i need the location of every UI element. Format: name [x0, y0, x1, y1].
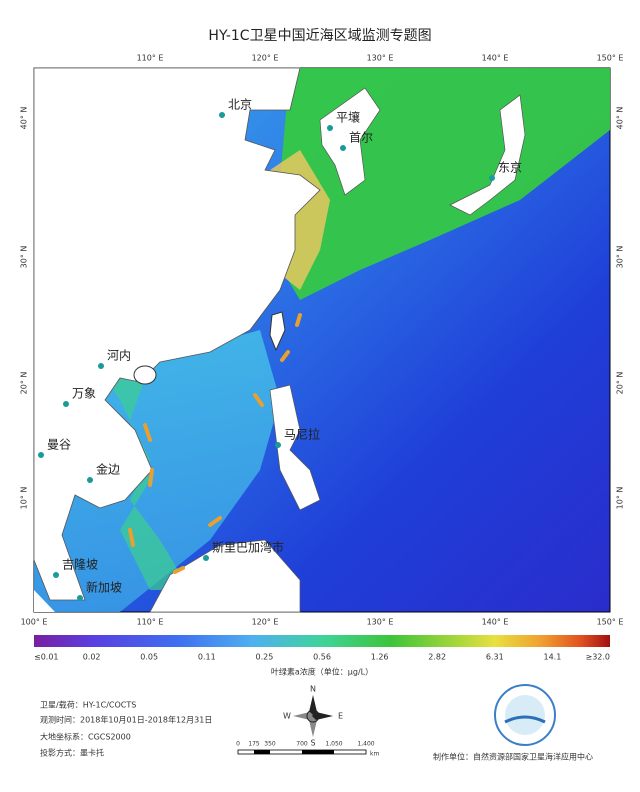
city-dot — [98, 363, 104, 369]
lat-label: 20° N — [616, 372, 625, 395]
lon-label: 140° E — [482, 54, 509, 63]
city-label: 曼谷 — [47, 438, 71, 452]
colorbar-label: 0.11 — [198, 653, 216, 662]
colorbar-label: 0.02 — [83, 653, 101, 662]
scale-unit: km — [370, 751, 379, 758]
lat-label: 40° N — [20, 107, 29, 130]
city-dot — [489, 175, 495, 181]
compass-label: S — [310, 739, 315, 748]
lon-label: 130° E — [367, 54, 394, 63]
city-label: 马尼拉 — [284, 427, 320, 442]
city-dot — [219, 112, 225, 118]
compass-label: W — [283, 712, 291, 721]
scale-bar — [254, 750, 270, 754]
compass-label: E — [338, 712, 343, 721]
city-dot — [203, 555, 209, 561]
lon-label: 120° E — [252, 618, 279, 627]
city-dot — [53, 572, 59, 578]
city-label: 斯里巴加湾市 — [212, 540, 284, 555]
info: 制作单位：自然资源部国家卫星海洋应用中心 — [433, 752, 593, 762]
lat-label: 40° N — [616, 107, 625, 130]
scale-label: 1,400 — [357, 741, 374, 748]
lon-label: 140° E — [482, 618, 509, 627]
city-label: 平壤 — [336, 110, 360, 125]
city-label: 北京 — [228, 98, 252, 112]
compass-label: N — [310, 685, 316, 694]
city-label: 东京 — [498, 161, 522, 175]
colorbar-label: 0.05 — [140, 653, 158, 662]
lon-label: 120° E — [252, 54, 279, 63]
colorbar-label: 6.31 — [486, 653, 504, 662]
colorbar-label: 0.56 — [313, 653, 331, 662]
scale-label: 350 — [264, 741, 276, 748]
colorbar-label: 14.1 — [543, 653, 561, 662]
lon-label: 150° E — [597, 54, 624, 63]
logo — [494, 684, 556, 746]
lat-label: 10° N — [616, 487, 625, 510]
scale-label: 700 — [296, 741, 308, 748]
info: 大地坐标系：CGCS2000 — [40, 732, 131, 742]
lon-label: 110° E — [137, 618, 164, 627]
lon-label: 110° E — [137, 54, 164, 63]
city-label: 新加坡 — [86, 580, 122, 595]
lat-label: 30° N — [20, 246, 29, 269]
city-label: 吉隆坡 — [62, 557, 98, 572]
city-dot — [275, 442, 281, 448]
city-dot — [38, 452, 44, 458]
scale-label: 1,050 — [325, 741, 342, 748]
lat-label: 20° N — [20, 372, 29, 395]
city-dot — [340, 145, 346, 151]
scale-label: 175 — [248, 741, 260, 748]
colorbar — [34, 635, 610, 647]
colorbar-label: ≤0.01 — [34, 653, 59, 662]
colorbar-label: 1.26 — [371, 653, 389, 662]
city-label: 万象 — [72, 387, 96, 401]
info: 卫星/载荷：HY-1C/COCTS — [40, 700, 136, 710]
lon-label: 100° E — [21, 618, 48, 627]
lon-label: 150° E — [597, 618, 624, 627]
city-label: 河内 — [107, 349, 131, 363]
colorbar-label: 0.25 — [255, 653, 273, 662]
colorbar-label: ≥32.0 — [585, 653, 610, 662]
lat-label: 10° N — [20, 487, 29, 510]
legend-title: 叶绿素a浓度（单位：μg/L） — [271, 667, 373, 677]
scale-label: 0 — [236, 741, 240, 748]
city-dot — [77, 595, 83, 601]
colorbar-label: 2.82 — [428, 653, 446, 662]
lon-label: 130° E — [367, 618, 394, 627]
info: 观测时间：2018年10月01日-2018年12月31日 — [40, 715, 212, 725]
city-label: 首尔 — [349, 130, 373, 145]
title: HY-1C卫星中国近海区域监测专题图 — [208, 28, 431, 44]
scale-bar — [302, 750, 334, 754]
city-label: 金边 — [96, 462, 120, 477]
city-dot — [63, 401, 69, 407]
info: 投影方式：墨卡托 — [40, 748, 104, 758]
map — [33, 67, 611, 613]
city-dot — [327, 125, 333, 131]
lat-label: 30° N — [616, 246, 625, 269]
compass — [293, 695, 333, 737]
city-dot — [87, 477, 93, 483]
